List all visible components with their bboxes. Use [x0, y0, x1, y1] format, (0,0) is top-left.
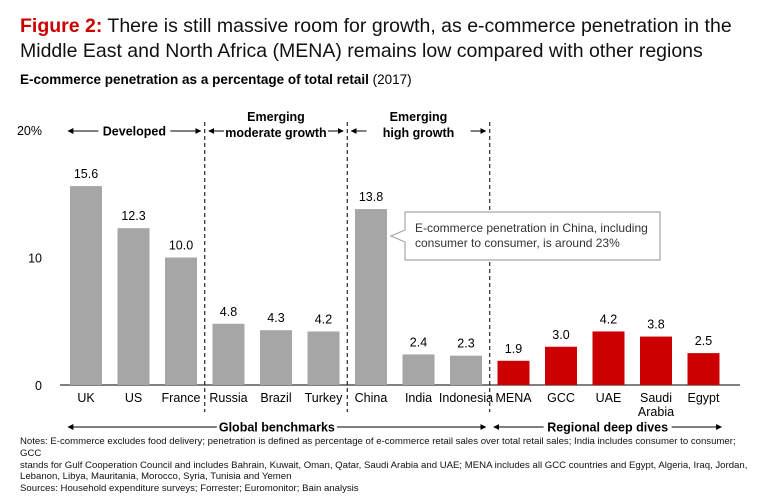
chart-subtitle: E-commerce penetration as a percentage o… [20, 72, 412, 87]
data-label: 2.5 [695, 334, 712, 348]
data-label: 4.8 [220, 305, 237, 319]
chart-notes: Notes: E-commerce excludes food delivery… [20, 436, 755, 495]
notes-line-1: Notes: E-commerce excludes food delivery… [20, 436, 736, 459]
figure-label: Figure 2: [20, 15, 103, 37]
y-tick-label: 0 [35, 379, 42, 393]
data-label: 12.3 [121, 209, 145, 223]
annotation-callout [389, 211, 661, 261]
category-label: France [162, 391, 201, 405]
category-label: UK [77, 391, 95, 405]
category-label: Egypt [688, 391, 720, 405]
bar [355, 209, 387, 385]
bar [687, 353, 720, 385]
group-label: Emerging [390, 110, 448, 124]
bar-chart: 0 10 20% 15.6 UK 12.3 US 10.0 France 4.8 Russia 4.3… [17, 110, 740, 435]
bar [450, 355, 482, 385]
group-label: Developed [103, 125, 166, 139]
category-label: Turkey [305, 391, 343, 405]
data-label: 2.3 [457, 337, 474, 351]
bar [260, 330, 292, 385]
category-label: Russia [209, 391, 247, 405]
annotation-text: consumer to consumer, is around 23% [415, 236, 620, 250]
category-label: US [125, 391, 142, 405]
category-label: UAE [596, 391, 622, 405]
annotation-text: E-commerce penetration in China, includi… [415, 221, 648, 235]
data-label: 4.3 [267, 311, 284, 325]
bar [592, 331, 625, 385]
super-group-label: Global benchmarks [219, 421, 335, 435]
category-label: China [355, 391, 388, 405]
data-label: 10.0 [169, 239, 193, 253]
data-label: 1.9 [505, 342, 522, 356]
bar [497, 360, 530, 385]
subtitle-year: (2017) [372, 72, 412, 87]
super-group-label: Regional deep dives [547, 421, 668, 435]
group-label: Emerging [247, 110, 305, 124]
category-label: Arabia [638, 405, 674, 419]
group-label: moderate growth [225, 126, 326, 140]
bar [70, 186, 102, 385]
bar [640, 336, 672, 385]
category-label: Indonesia [439, 391, 493, 405]
sources-line: Sources: Household expenditure surveys; … [20, 483, 359, 495]
data-label: 13.8 [359, 190, 383, 204]
y-tick-label: 10 [28, 252, 42, 266]
category-label: India [405, 391, 432, 405]
bar [165, 257, 197, 385]
bar [212, 323, 245, 385]
bar [545, 346, 577, 385]
y-tick-label: 20% [17, 124, 42, 138]
bar [117, 228, 150, 385]
category-label: Brazil [260, 391, 291, 405]
data-label: 4.2 [315, 312, 332, 326]
subtitle-main: E-commerce penetration as a percentage o… [20, 72, 369, 87]
figure-title: Figure 2: There is still massive room fo… [20, 14, 760, 64]
category-label: Saudi [640, 391, 672, 405]
group-label: high growth [383, 126, 455, 140]
data-label: 15.6 [74, 167, 98, 181]
bar [402, 354, 435, 385]
category-label: MENA [495, 391, 532, 405]
data-label: 4.2 [600, 312, 617, 326]
figure-title-text: There is still massive room for growth, … [20, 15, 732, 62]
data-label: 3.8 [647, 318, 664, 332]
data-label: 3.0 [552, 328, 569, 342]
bar [307, 331, 340, 385]
category-label: GCC [547, 391, 575, 405]
data-label: 2.4 [410, 335, 427, 349]
notes-line-3: Lebanon, Libya, Mauritania, Morocco, Syr… [20, 471, 292, 483]
notes-line-2: stands for Gulf Cooperation Council and … [20, 459, 748, 471]
